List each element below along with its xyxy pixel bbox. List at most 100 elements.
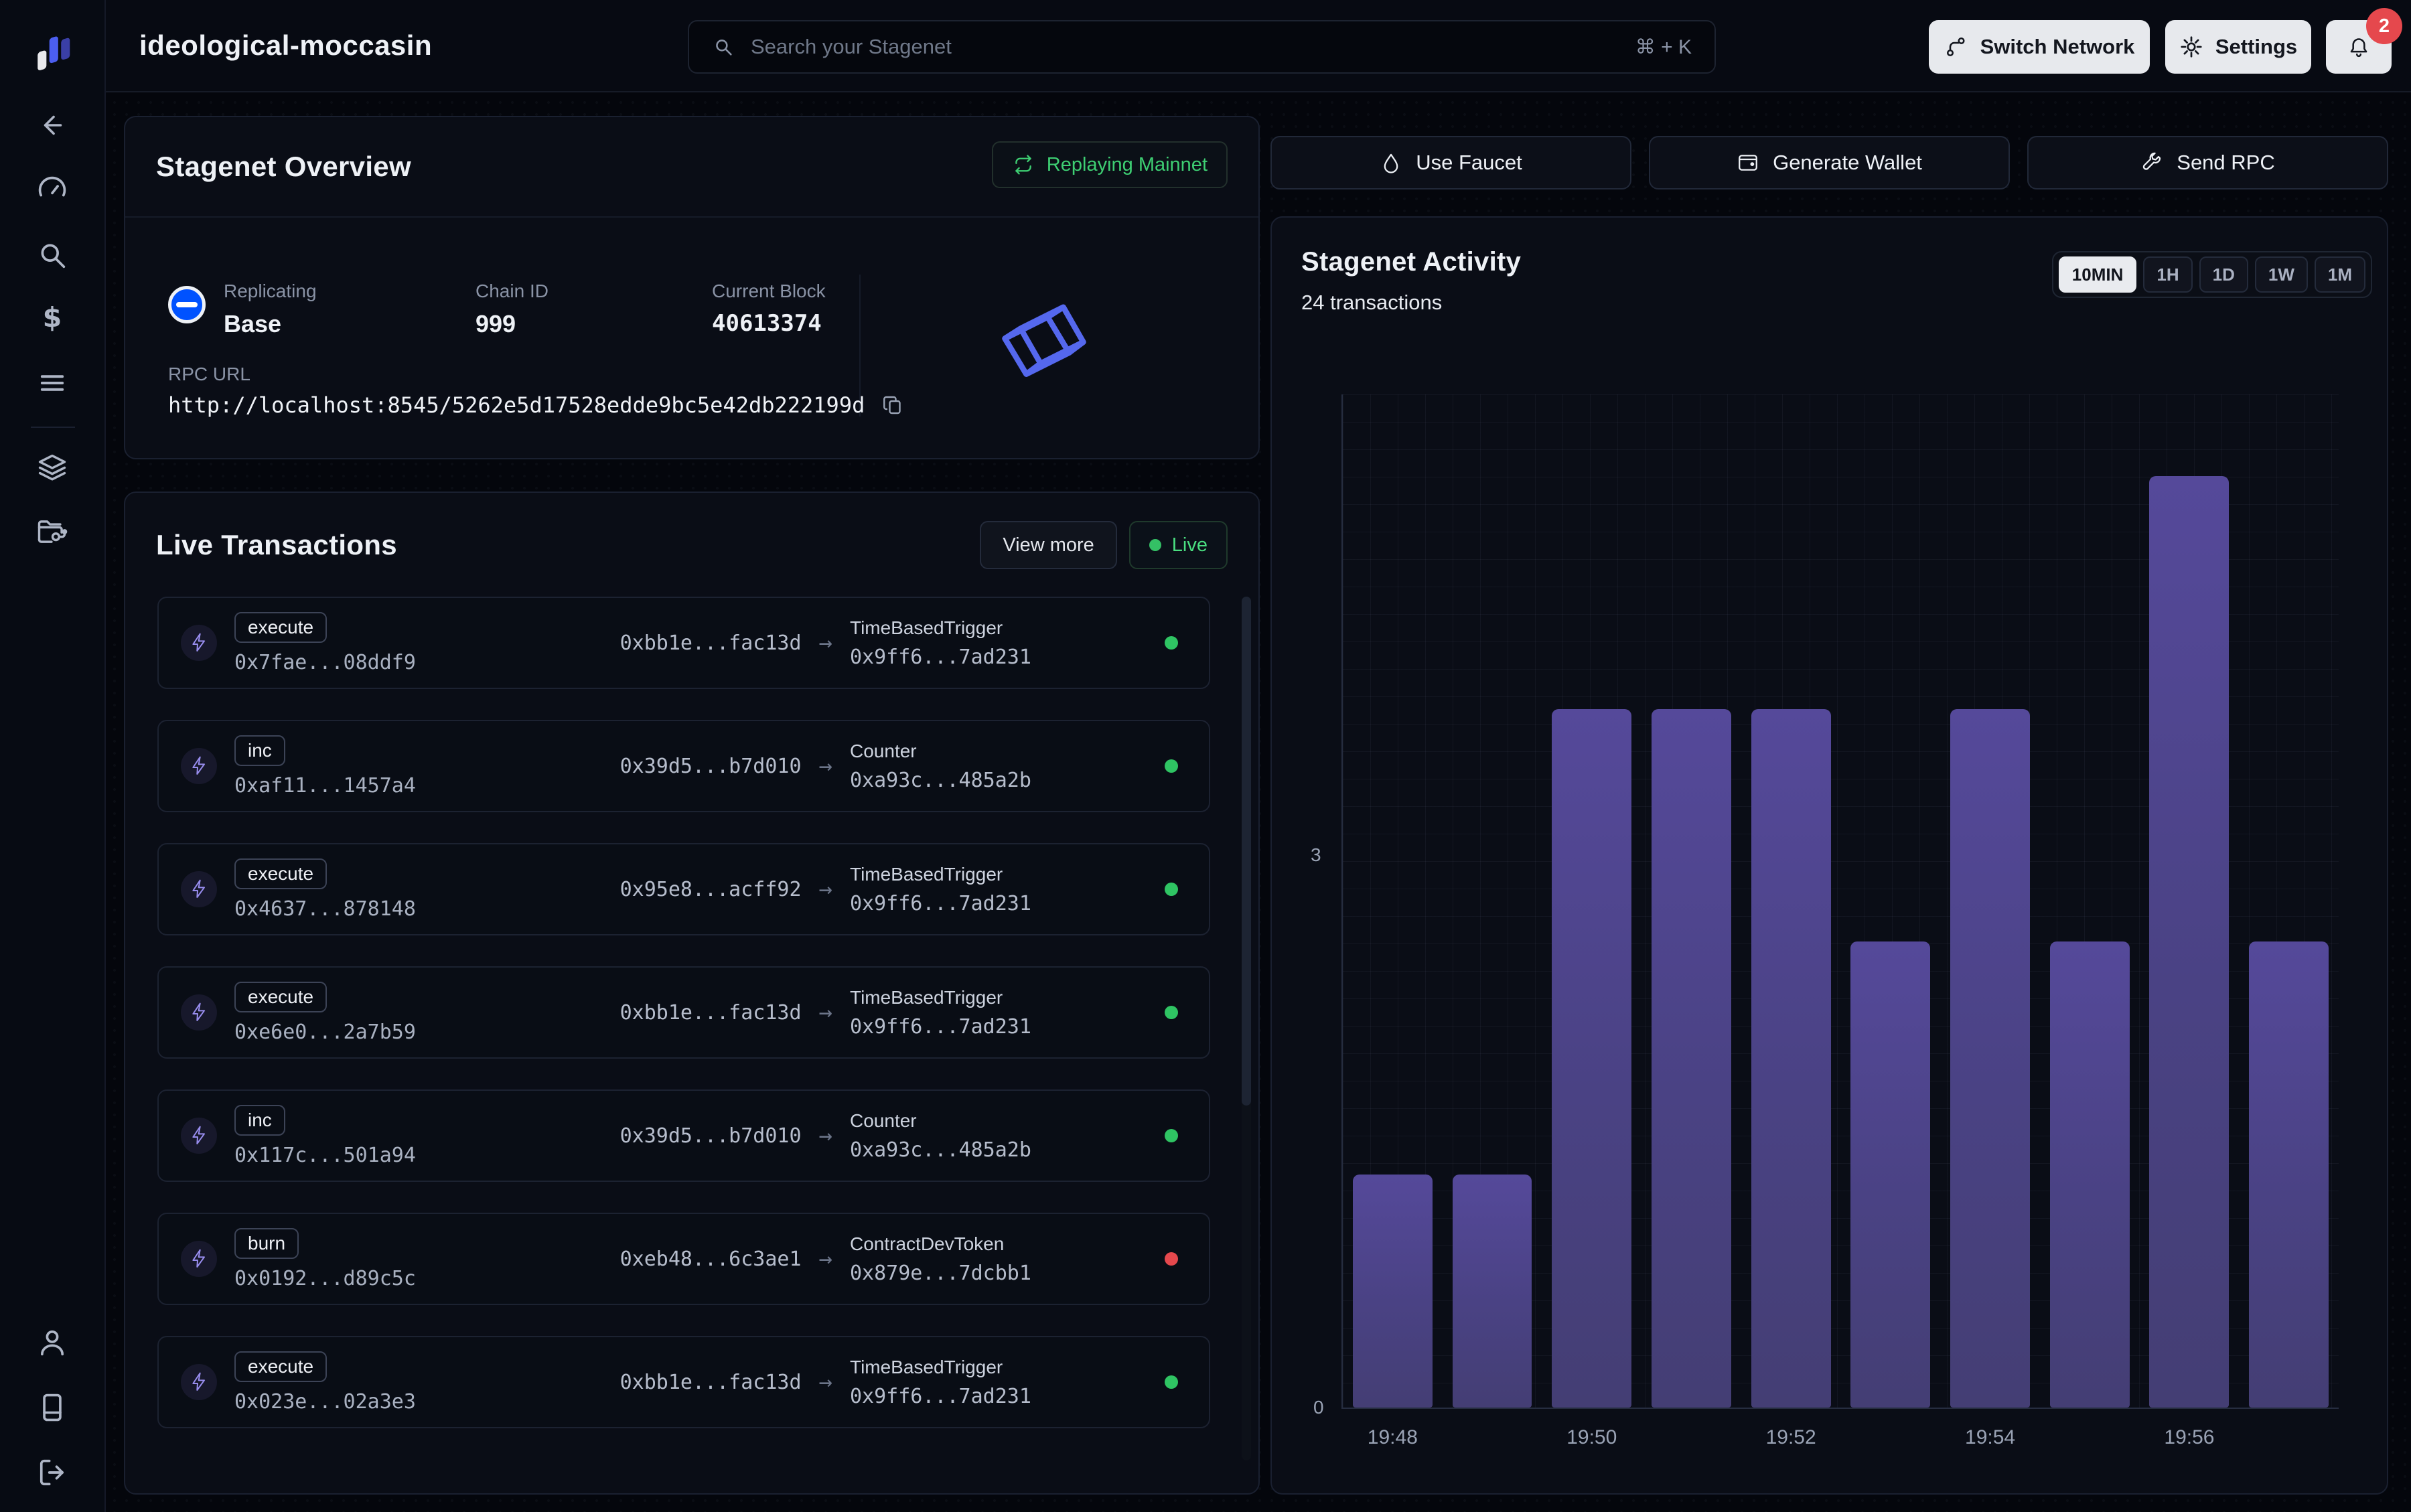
stagenet-overview-card: Stagenet Overview Replaying Mainnet Repl…: [124, 116, 1260, 459]
collapse-sidebar-button[interactable]: [33, 106, 72, 145]
range-1h-button[interactable]: 1H: [2143, 256, 2193, 293]
sidebar-item-layers[interactable]: [33, 449, 72, 487]
contract-name: TimeBasedTrigger: [850, 617, 1003, 638]
arrow-right-icon: →: [818, 876, 832, 903]
current-block-value: 40613374: [712, 310, 822, 337]
x-axis-tick-1950: 19:50: [1566, 1426, 1617, 1448]
contract-address: 0x9ff6...7ad231: [850, 645, 1031, 669]
contract-address: 0x879e...7dcbb1: [850, 1261, 1031, 1285]
live-status-badge[interactable]: Live: [1128, 521, 1228, 569]
notifications-button[interactable]: 2: [2326, 8, 2402, 74]
arrow-right-icon: →: [818, 1122, 832, 1149]
svg-text:$: $: [43, 301, 62, 333]
overview-vertical-divider: [859, 275, 861, 417]
search-bar[interactable]: ⌘ + K: [688, 20, 1716, 74]
sidebar-item-dashboard[interactable]: [33, 171, 72, 210]
scrollbar[interactable]: [1242, 597, 1251, 1460]
lightning-icon: [192, 1249, 205, 1268]
transaction-type-badge: [181, 1241, 217, 1277]
table-row[interactable]: inc 0xaf11...1457a4 0x39d5...b7d010 → Cou…: [157, 720, 1210, 812]
current-block-label: Current Block: [712, 281, 826, 301]
use-faucet-button[interactable]: Use Faucet: [1270, 136, 1631, 190]
sidebar-item-search[interactable]: [33, 236, 72, 275]
transaction-type-badge: [181, 871, 217, 907]
user-icon: [40, 1330, 64, 1356]
replaying-mainnet-label: Replaying Mainnet: [1046, 153, 1208, 175]
method-badge: burn: [234, 1227, 299, 1259]
contract-name: Counter: [850, 1110, 917, 1131]
table-row[interactable]: execute 0x7fae...08ddf9 0xbb1e...fac13d →…: [157, 597, 1210, 689]
quick-actions: Use Faucet Generate Wallet Send RPC: [1270, 136, 2388, 190]
lightning-icon: [192, 879, 205, 898]
wallet-icon: [1739, 155, 1757, 171]
transaction-count: 24 transactions: [1301, 291, 1443, 314]
live-actions: View more Live: [980, 521, 1228, 569]
bar-19-54: [1950, 708, 2030, 1408]
repeat-icon: [1015, 155, 1031, 175]
arrow-right-icon: →: [818, 1245, 832, 1272]
replicating-label: Replicating: [224, 281, 317, 301]
chain-id-value: 999: [476, 310, 516, 337]
tx-left: execute 0x7fae...08ddf9: [181, 611, 583, 674]
sidebar-item-account[interactable]: [33, 1323, 72, 1362]
transaction-type-badge: [181, 994, 217, 1031]
current-block-field: Current Block 40613374: [712, 281, 826, 337]
live-transactions-title: Live Transactions: [156, 529, 397, 560]
stagenet-activity-card: Stagenet Activity 24 transactions 10MIN …: [1270, 216, 2388, 1495]
status-dot: [1165, 1375, 1178, 1389]
tx-from-address: 0x39d5...b7d010: [619, 1124, 802, 1148]
live-transactions-header: Live Transactions View more Live: [156, 512, 1228, 579]
dollar-icon: $: [43, 301, 62, 333]
transaction-type-badge: [181, 1364, 217, 1400]
list-icon: [40, 375, 64, 391]
bar-19-57: [2248, 941, 2329, 1408]
sidebar-item-list[interactable]: [33, 364, 72, 402]
sidebar-item-finance[interactable]: $: [33, 299, 72, 337]
settings-button[interactable]: Settings: [2165, 20, 2311, 74]
folder-git-icon: [38, 520, 68, 543]
book-icon: [43, 1393, 62, 1422]
generate-wallet-button[interactable]: Generate Wallet: [1649, 136, 2010, 190]
rpc-url-label: RPC URL: [168, 364, 250, 384]
lightning-icon: [192, 633, 205, 652]
sidebar-item-contracts[interactable]: [33, 512, 72, 551]
range-1m-button[interactable]: 1M: [2314, 256, 2365, 293]
search-input[interactable]: [751, 35, 1619, 59]
scrollbar-thumb[interactable]: [1242, 597, 1251, 1106]
status-dot: [1165, 1006, 1178, 1019]
generate-wallet-label: Generate Wallet: [1773, 151, 1922, 174]
range-1w-button[interactable]: 1W: [2254, 256, 2308, 293]
copy-rpc-url-button[interactable]: [878, 390, 907, 420]
switch-network-button[interactable]: Switch Network: [1929, 20, 2150, 74]
transaction-type-badge: [181, 1118, 217, 1154]
app-logo-icon[interactable]: [31, 24, 78, 71]
y-axis-tick-0: 0: [1313, 1397, 1324, 1418]
method-badge: execute: [234, 1351, 327, 1382]
arrow-right-icon: →: [818, 1369, 832, 1395]
arrow-right-icon: →: [818, 629, 832, 656]
table-row[interactable]: inc 0x117c...501a94 0x39d5...b7d010 → Cou…: [157, 1089, 1210, 1182]
bar-19-55: [2049, 941, 2130, 1408]
sidebar-item-logout[interactable]: [33, 1453, 72, 1492]
range-1d-button[interactable]: 1D: [2199, 256, 2248, 293]
activity-bar-chart: 3 0 19:48 19:50 19:52 19:54 19:56: [1311, 394, 2339, 1448]
bar-19-56: [2149, 475, 2230, 1408]
table-row[interactable]: burn 0x0192...d89c5c 0xeb48...6c3ae1 → Co…: [157, 1213, 1210, 1305]
layers-icon: [38, 454, 66, 481]
transaction-list: execute 0x7fae...08ddf9 0xbb1e...fac13d →…: [157, 597, 1210, 1459]
view-more-button[interactable]: View more: [980, 521, 1117, 569]
table-row[interactable]: execute 0xe6e0...2a7b59 0xbb1e...fac13d →…: [157, 966, 1210, 1059]
table-row[interactable]: execute 0x023e...02a3e3 0xbb1e...fac13d →…: [157, 1336, 1210, 1428]
search-shortcut: ⌘ + K: [1635, 35, 1692, 58]
range-10min-button[interactable]: 10MIN: [2058, 256, 2137, 293]
logout-icon: [40, 1459, 64, 1486]
sidebar-item-docs[interactable]: [33, 1388, 72, 1427]
contract-name: TimeBasedTrigger: [850, 863, 1003, 885]
rpc-url-value: http://localhost:8545/5262e5d17528edde9b…: [168, 392, 865, 418]
method-badge: inc: [234, 735, 285, 766]
method-badge: execute: [234, 611, 327, 643]
table-row[interactable]: execute 0x4637...878148 0x95e8...acff92 →…: [157, 843, 1210, 935]
send-rpc-button[interactable]: Send RPC: [2027, 136, 2388, 190]
status-dot: [1165, 1129, 1178, 1142]
